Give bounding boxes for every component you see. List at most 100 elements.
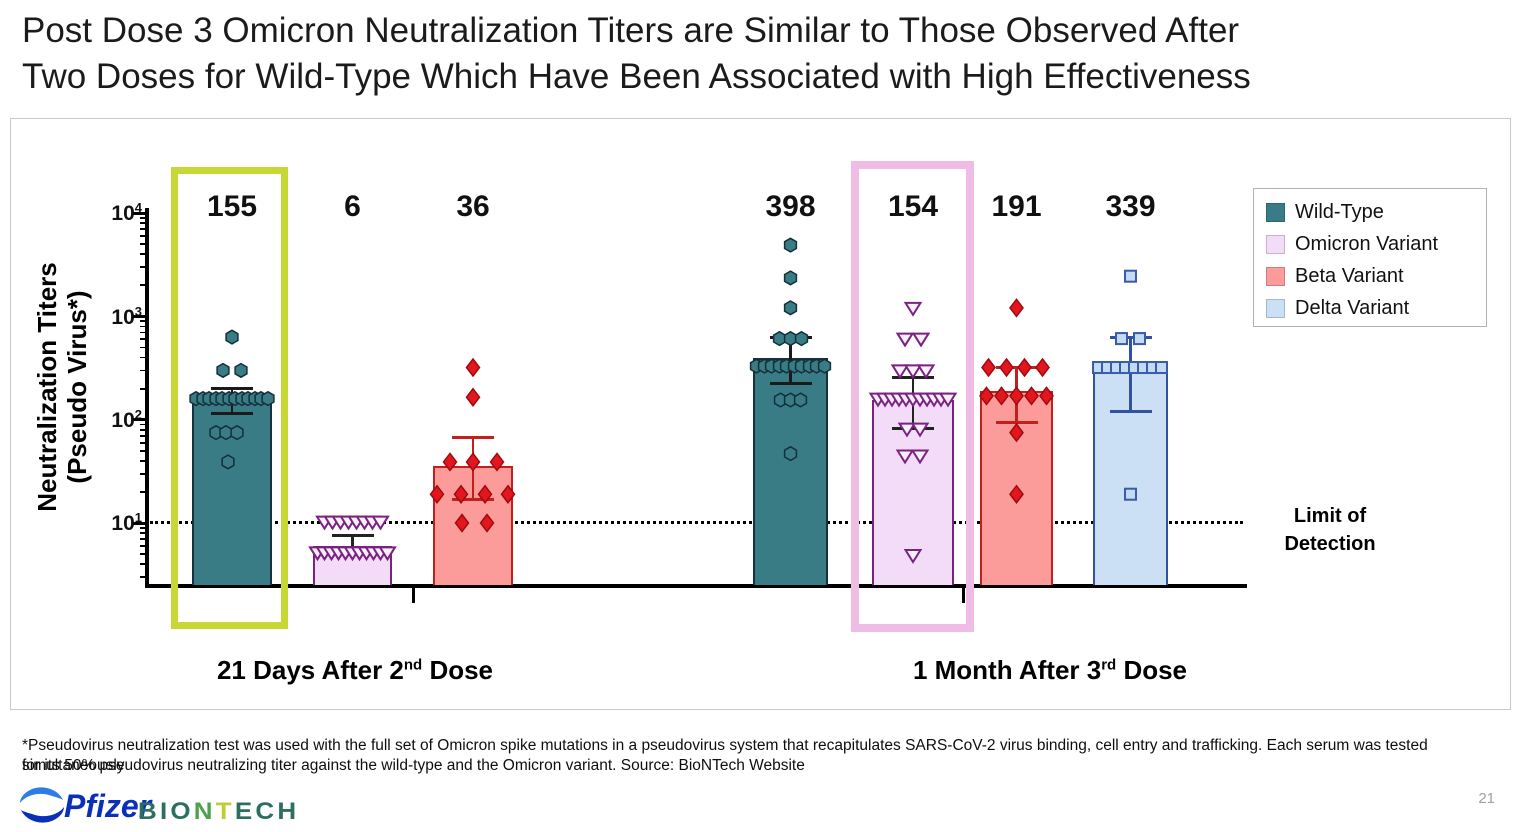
bar-value-label: 155 bbox=[206, 190, 258, 223]
y-tick-label-10e4: 104 bbox=[111, 200, 142, 225]
y-axis-minor-tick bbox=[140, 576, 148, 578]
y-tick-label-10e2: 102 bbox=[111, 407, 142, 432]
error-bar-line bbox=[789, 337, 792, 384]
legend-label-wild-type: Wild-Type bbox=[1295, 200, 1384, 223]
data-point bbox=[1035, 357, 1050, 378]
y-axis-minor-tick bbox=[140, 545, 148, 547]
x-axis-group-tick bbox=[961, 584, 965, 603]
y-axis-minor-tick bbox=[140, 284, 148, 287]
biontech-logo: BIONTECH bbox=[138, 798, 299, 826]
bar-value-label: 6 bbox=[344, 190, 361, 223]
legend-swatch-delta bbox=[1266, 298, 1285, 318]
y-axis-minor-tick bbox=[140, 428, 148, 431]
group-label-dose3: 1 Month After 3rd Dose bbox=[912, 655, 1188, 685]
lod-line2: Detection bbox=[1284, 533, 1376, 555]
y-axis-line bbox=[145, 208, 149, 587]
data-point bbox=[981, 357, 996, 378]
y-axis-major-tick bbox=[133, 314, 148, 318]
error-bar-cap-lower bbox=[1109, 410, 1152, 414]
slide-title: Post Dose 3 Omicron Neutralization Titer… bbox=[22, 8, 1502, 100]
data-point bbox=[1124, 269, 1137, 283]
highlight-box-green bbox=[171, 167, 288, 629]
legend-item-wild-type: Wild-Type bbox=[1266, 196, 1486, 228]
y-axis-major-tick bbox=[133, 521, 148, 525]
y-axis-minor-tick bbox=[140, 553, 148, 555]
y-axis-minor-tick bbox=[140, 320, 148, 323]
legend-item-omicron: Omicron Variant bbox=[1266, 228, 1486, 260]
y-axis-minor-tick bbox=[140, 253, 148, 256]
error-bar-line bbox=[1129, 337, 1132, 412]
data-point bbox=[783, 270, 798, 286]
biontech-logo-segment: BIO bbox=[138, 798, 194, 825]
slide-title-line2: Two Doses for Wild-Type Which Have Been … bbox=[22, 57, 1251, 96]
y-axis-minor-tick bbox=[140, 266, 148, 268]
error-bar-line bbox=[1015, 367, 1018, 423]
x-axis-group-tick bbox=[411, 584, 415, 603]
error-bar-line bbox=[471, 437, 475, 500]
y-axis-minor-tick bbox=[140, 331, 148, 334]
y-axis-minor-tick bbox=[140, 356, 148, 359]
legend-item-delta: Delta Variant bbox=[1266, 292, 1486, 324]
y-axis-minor-tick bbox=[140, 387, 148, 390]
data-point bbox=[783, 300, 798, 316]
legend-label-omicron: Omicron Variant bbox=[1295, 232, 1439, 255]
legend-swatch-beta bbox=[1266, 266, 1285, 286]
biontech-logo-segment: T bbox=[215, 798, 235, 825]
pfizer-logo-icon bbox=[16, 784, 76, 830]
bar-value-label: 36 bbox=[456, 190, 490, 223]
y-axis-minor-tick bbox=[140, 325, 148, 328]
y-axis-minor-tick bbox=[140, 538, 148, 540]
bar-value-label: 191 bbox=[991, 190, 1042, 223]
error-bar-cap-upper bbox=[769, 336, 812, 340]
y-tick-label-10e1: 101 bbox=[111, 510, 142, 535]
error-bar-cap-lower bbox=[452, 497, 494, 501]
y-axis-minor-tick bbox=[140, 228, 148, 230]
chart-legend: Wild-Type Omicron Variant Beta Variant D… bbox=[1253, 188, 1487, 327]
footnote-line2: for its 50% pseudovirus neutralizing tit… bbox=[22, 757, 805, 774]
y-axis-minor-tick bbox=[140, 423, 148, 426]
data-point bbox=[783, 237, 798, 253]
bar-wild_type-group1 bbox=[753, 357, 828, 585]
footnote-line1: *Pseudovirus neutralization test was use… bbox=[22, 737, 1428, 774]
pfizer-logo-text: Pfizer bbox=[64, 788, 152, 824]
error-bar-cap-upper bbox=[995, 366, 1038, 370]
lod-line1: Limit of bbox=[1293, 505, 1367, 527]
data-point bbox=[465, 357, 481, 378]
y-tick-label-10e3: 103 bbox=[111, 304, 142, 329]
bar-value-label: 339 bbox=[1105, 190, 1156, 223]
y-axis-minor-tick bbox=[140, 491, 148, 493]
y-axis-minor-tick bbox=[140, 338, 148, 341]
y-axis-minor-tick bbox=[140, 449, 148, 452]
bar-value-label: 154 bbox=[887, 190, 939, 223]
bar-omicron-group0 bbox=[313, 545, 392, 585]
error-bar-cap-lower bbox=[995, 420, 1038, 424]
highlight-box-pink bbox=[851, 161, 974, 632]
y-axis-minor-tick bbox=[140, 472, 148, 475]
y-axis-minor-tick bbox=[140, 243, 148, 246]
y-axis-minor-tick bbox=[140, 235, 148, 237]
data-point bbox=[465, 387, 481, 407]
y-axis-minor-tick bbox=[140, 459, 148, 462]
legend-item-beta: Beta Variant bbox=[1266, 260, 1486, 292]
limit-of-detection-label: Limit of Detection bbox=[1257, 502, 1403, 558]
bar-value-label: 398 bbox=[765, 190, 816, 223]
error-bar-cap-lower bbox=[769, 382, 812, 386]
error-bar-cap-upper bbox=[1109, 336, 1152, 340]
y-axis-minor-tick bbox=[140, 346, 148, 349]
slide-title-line1: Post Dose 3 Omicron Neutralization Titer… bbox=[22, 11, 1240, 50]
data-point bbox=[1009, 298, 1024, 318]
legend-label-beta: Beta Variant bbox=[1295, 264, 1404, 287]
legend-label-delta: Delta Variant bbox=[1295, 296, 1410, 319]
group-label-dose2: 21 Days After 2nd Dose bbox=[216, 655, 494, 685]
limit-of-detection-line bbox=[150, 521, 1243, 524]
y-axis-minor-tick bbox=[140, 532, 148, 534]
biontech-logo-segment: ECH bbox=[234, 798, 300, 825]
y-axis-minor-tick bbox=[140, 369, 148, 372]
y-axis-major-tick bbox=[133, 211, 148, 215]
legend-swatch-omicron bbox=[1266, 234, 1285, 254]
y-axis-minor-tick bbox=[140, 526, 148, 529]
error-bar-cap-upper bbox=[452, 436, 494, 440]
error-bar-cap-upper bbox=[211, 387, 253, 391]
